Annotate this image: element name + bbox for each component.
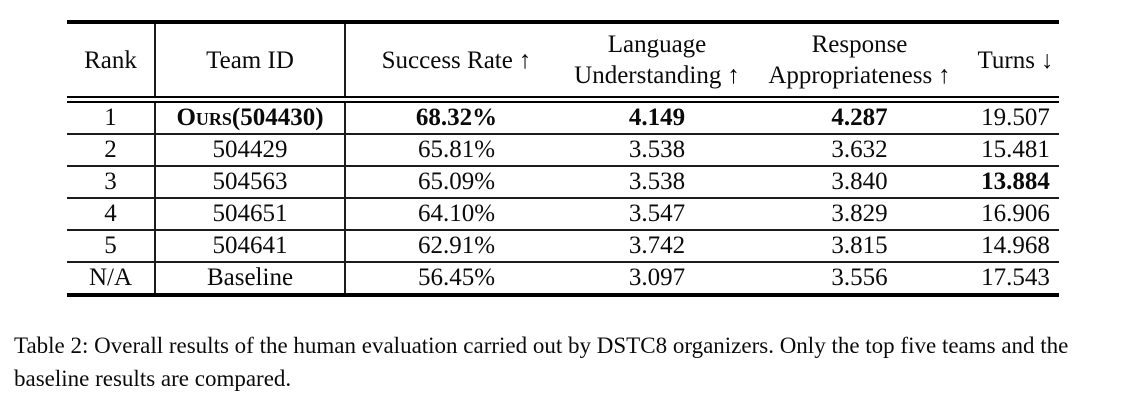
cell-response-appropriateness: 3.829 bbox=[747, 198, 972, 231]
column-header-response-appropriateness: Response Appropriateness ↑ bbox=[747, 22, 972, 103]
cell-rank: 1 bbox=[67, 99, 156, 135]
cell-success-rate: 56.45% bbox=[417, 264, 496, 291]
header-row: Rank Team ID Success Rate ↑ Language Unde… bbox=[67, 22, 1059, 103]
column-header-label: Response Appropriateness bbox=[768, 31, 933, 89]
cell-turns: 19.507 bbox=[972, 99, 1059, 135]
cell-language-understanding: 3.547 bbox=[567, 198, 747, 231]
table-row: 5 504641 62.91% 3.742 3.815 14.968 bbox=[67, 230, 1059, 263]
cell-success-rate: 68.32% bbox=[345, 99, 567, 135]
cell-response-appropriateness: 3.556 bbox=[831, 264, 888, 291]
column-header-label: Rank bbox=[84, 46, 137, 74]
column-header-language-understanding: Language Understanding ↑ bbox=[567, 22, 747, 103]
table-row: 3 504563 65.09% 3.538 3.840 13.884 bbox=[67, 166, 1059, 199]
cell-turns: 17.543 bbox=[981, 264, 1050, 291]
up-arrow-icon: ↑ bbox=[727, 62, 740, 89]
down-arrow-icon: ↓ bbox=[1040, 46, 1054, 74]
cell-rank: 2 bbox=[67, 134, 156, 167]
cell-rank: 5 bbox=[67, 230, 156, 263]
table-row: N/A Baseline 56.45% 3.097 3.556 17.543 bbox=[67, 262, 1059, 295]
results-table: Rank Team ID Success Rate ↑ Language Unde… bbox=[67, 20, 1059, 297]
up-arrow-icon: ↑ bbox=[938, 62, 951, 89]
cell-language-understanding: 3.538 bbox=[567, 134, 747, 167]
cell-team-id: 504563 bbox=[155, 166, 346, 199]
column-header-label: Turns bbox=[977, 46, 1035, 74]
cell-turns: 16.906 bbox=[972, 198, 1059, 231]
cell-rank: 3 bbox=[67, 166, 156, 199]
column-header-label: Language Understanding bbox=[574, 31, 722, 89]
cell-success-rate: 62.91% bbox=[345, 230, 567, 263]
table-caption: Table 2: Overall results of the human ev… bbox=[14, 333, 1069, 391]
cell-team-id: Baseline bbox=[155, 262, 346, 295]
cell-team-id: Ours(504430) bbox=[155, 99, 346, 135]
cell-turns: 14.968 bbox=[972, 230, 1059, 263]
column-header-label: Team ID bbox=[206, 46, 294, 74]
table-row: 2 504429 65.81% 3.538 3.632 15.481 bbox=[67, 134, 1059, 167]
cell-success-rate: 64.10% bbox=[345, 198, 567, 231]
column-header-turns: Turns ↓ bbox=[972, 22, 1059, 103]
cell-turns: 15.481 bbox=[972, 134, 1059, 167]
cell-language-understanding: 3.742 bbox=[567, 230, 747, 263]
cell-response-appropriateness: 3.815 bbox=[747, 230, 972, 263]
cell-rank: N/A bbox=[67, 262, 156, 295]
cell-response-appropriateness: 3.840 bbox=[747, 166, 972, 199]
cell-success-rate: 65.09% bbox=[345, 166, 567, 199]
cell-team-id: 504429 bbox=[155, 134, 346, 167]
table-row: 4 504651 64.10% 3.547 3.829 16.906 bbox=[67, 198, 1059, 231]
up-arrow-icon: ↑ bbox=[518, 46, 532, 74]
cell-rank: 4 bbox=[67, 198, 156, 231]
cell-turns: 13.884 bbox=[972, 166, 1059, 199]
column-header-rank: Rank bbox=[67, 22, 156, 103]
cell-team-id: 504651 bbox=[155, 198, 346, 231]
cell-success-rate: 65.81% bbox=[345, 134, 567, 167]
cell-language-understanding: 4.149 bbox=[567, 99, 747, 135]
cell-response-appropriateness: 4.287 bbox=[747, 99, 972, 135]
cell-language-understanding: 3.538 bbox=[567, 166, 747, 199]
table-row: 1 Ours(504430) 68.32% 4.149 4.287 19.507 bbox=[67, 99, 1059, 135]
cell-language-understanding: 3.097 bbox=[628, 264, 686, 291]
cell-response-appropriateness: 3.632 bbox=[747, 134, 972, 167]
cell-team-id: 504641 bbox=[155, 230, 346, 263]
column-header-success-rate: Success Rate ↑ bbox=[345, 22, 567, 103]
column-header-team-id: Team ID bbox=[155, 22, 346, 103]
column-header-label: Success Rate bbox=[381, 46, 513, 74]
